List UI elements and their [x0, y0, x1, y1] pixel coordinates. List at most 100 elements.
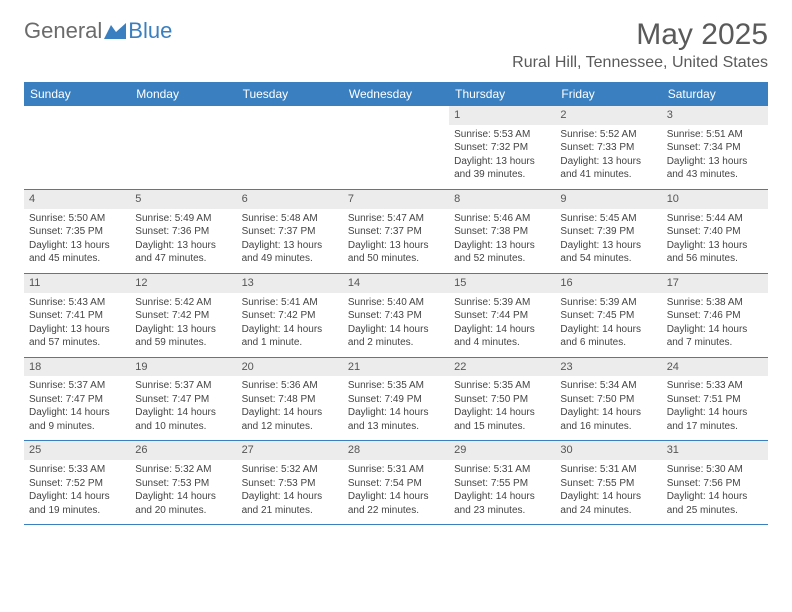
sunrise-text: Sunrise: 5:44 AM: [667, 212, 763, 226]
calendar-cell: 4Sunrise: 5:50 AMSunset: 7:35 PMDaylight…: [24, 189, 130, 273]
day-body: Sunrise: 5:45 AMSunset: 7:39 PMDaylight:…: [555, 209, 661, 273]
sunrise-text: Sunrise: 5:52 AM: [560, 128, 656, 142]
daylight-text: Daylight: 13 hours and 39 minutes.: [454, 155, 550, 182]
calendar-cell: 26Sunrise: 5:32 AMSunset: 7:53 PMDayligh…: [130, 441, 236, 525]
day-body: Sunrise: 5:35 AMSunset: 7:50 PMDaylight:…: [449, 376, 555, 440]
day-number: 19: [130, 358, 236, 377]
sunrise-text: Sunrise: 5:35 AM: [348, 379, 444, 393]
sunrise-text: Sunrise: 5:46 AM: [454, 212, 550, 226]
sunset-text: Sunset: 7:35 PM: [29, 225, 125, 239]
daylight-text: Daylight: 14 hours and 4 minutes.: [454, 323, 550, 350]
calendar-cell: 6Sunrise: 5:48 AMSunset: 7:37 PMDaylight…: [237, 189, 343, 273]
calendar-cell: 21Sunrise: 5:35 AMSunset: 7:49 PMDayligh…: [343, 357, 449, 441]
day-number: 9: [555, 190, 661, 209]
calendar-cell: 8Sunrise: 5:46 AMSunset: 7:38 PMDaylight…: [449, 189, 555, 273]
day-body: Sunrise: 5:52 AMSunset: 7:33 PMDaylight:…: [555, 125, 661, 189]
day-body: Sunrise: 5:39 AMSunset: 7:45 PMDaylight:…: [555, 293, 661, 357]
day-header-row: Sunday Monday Tuesday Wednesday Thursday…: [24, 82, 768, 106]
sunrise-text: Sunrise: 5:49 AM: [135, 212, 231, 226]
sunset-text: Sunset: 7:42 PM: [135, 309, 231, 323]
day-body: Sunrise: 5:43 AMSunset: 7:41 PMDaylight:…: [24, 293, 130, 357]
day-body: Sunrise: 5:53 AMSunset: 7:32 PMDaylight:…: [449, 125, 555, 189]
sunset-text: Sunset: 7:53 PM: [242, 477, 338, 491]
calendar-cell: 15Sunrise: 5:39 AMSunset: 7:44 PMDayligh…: [449, 273, 555, 357]
daylight-text: Daylight: 13 hours and 49 minutes.: [242, 239, 338, 266]
day-body: [24, 110, 130, 174]
sunrise-text: Sunrise: 5:37 AM: [135, 379, 231, 393]
day-number: 6: [237, 190, 343, 209]
day-body: Sunrise: 5:39 AMSunset: 7:44 PMDaylight:…: [449, 293, 555, 357]
day-number: 26: [130, 441, 236, 460]
daylight-text: Daylight: 14 hours and 13 minutes.: [348, 406, 444, 433]
daylight-text: Daylight: 14 hours and 12 minutes.: [242, 406, 338, 433]
day-body: Sunrise: 5:41 AMSunset: 7:42 PMDaylight:…: [237, 293, 343, 357]
day-number: 24: [662, 358, 768, 377]
day-number: 18: [24, 358, 130, 377]
location: Rural Hill, Tennessee, United States: [24, 54, 768, 72]
sunset-text: Sunset: 7:47 PM: [135, 393, 231, 407]
day-body: Sunrise: 5:33 AMSunset: 7:52 PMDaylight:…: [24, 460, 130, 524]
day-header: Friday: [555, 82, 661, 106]
calendar-cell: 25Sunrise: 5:33 AMSunset: 7:52 PMDayligh…: [24, 441, 130, 525]
calendar-cell: 22Sunrise: 5:35 AMSunset: 7:50 PMDayligh…: [449, 357, 555, 441]
sunrise-text: Sunrise: 5:37 AM: [29, 379, 125, 393]
day-body: Sunrise: 5:37 AMSunset: 7:47 PMDaylight:…: [130, 376, 236, 440]
day-header: Tuesday: [237, 82, 343, 106]
sunrise-text: Sunrise: 5:31 AM: [348, 463, 444, 477]
sunset-text: Sunset: 7:44 PM: [454, 309, 550, 323]
calendar-cell: 28Sunrise: 5:31 AMSunset: 7:54 PMDayligh…: [343, 441, 449, 525]
sunrise-text: Sunrise: 5:32 AM: [242, 463, 338, 477]
sunrise-text: Sunrise: 5:50 AM: [29, 212, 125, 226]
day-body: Sunrise: 5:49 AMSunset: 7:36 PMDaylight:…: [130, 209, 236, 273]
calendar-cell: [130, 106, 236, 189]
sunrise-text: Sunrise: 5:34 AM: [560, 379, 656, 393]
sunrise-text: Sunrise: 5:40 AM: [348, 296, 444, 310]
day-body: Sunrise: 5:42 AMSunset: 7:42 PMDaylight:…: [130, 293, 236, 357]
sunset-text: Sunset: 7:41 PM: [29, 309, 125, 323]
day-body: Sunrise: 5:40 AMSunset: 7:43 PMDaylight:…: [343, 293, 449, 357]
daylight-text: Daylight: 13 hours and 54 minutes.: [560, 239, 656, 266]
sunrise-text: Sunrise: 5:51 AM: [667, 128, 763, 142]
daylight-text: Daylight: 14 hours and 6 minutes.: [560, 323, 656, 350]
calendar-cell: 17Sunrise: 5:38 AMSunset: 7:46 PMDayligh…: [662, 273, 768, 357]
day-body: Sunrise: 5:46 AMSunset: 7:38 PMDaylight:…: [449, 209, 555, 273]
sunrise-text: Sunrise: 5:39 AM: [560, 296, 656, 310]
calendar-cell: 9Sunrise: 5:45 AMSunset: 7:39 PMDaylight…: [555, 189, 661, 273]
calendar-cell: 20Sunrise: 5:36 AMSunset: 7:48 PMDayligh…: [237, 357, 343, 441]
day-header: Wednesday: [343, 82, 449, 106]
day-body: [237, 110, 343, 174]
sunset-text: Sunset: 7:53 PM: [135, 477, 231, 491]
calendar-cell: 31Sunrise: 5:30 AMSunset: 7:56 PMDayligh…: [662, 441, 768, 525]
daylight-text: Daylight: 14 hours and 17 minutes.: [667, 406, 763, 433]
calendar-cell: 23Sunrise: 5:34 AMSunset: 7:50 PMDayligh…: [555, 357, 661, 441]
sunrise-text: Sunrise: 5:31 AM: [560, 463, 656, 477]
sunset-text: Sunset: 7:46 PM: [667, 309, 763, 323]
calendar-cell: 1Sunrise: 5:53 AMSunset: 7:32 PMDaylight…: [449, 106, 555, 189]
day-number: 13: [237, 274, 343, 293]
sunset-text: Sunset: 7:56 PM: [667, 477, 763, 491]
day-number: 2: [555, 106, 661, 125]
day-number: 22: [449, 358, 555, 377]
sunset-text: Sunset: 7:51 PM: [667, 393, 763, 407]
calendar-week-row: 25Sunrise: 5:33 AMSunset: 7:52 PMDayligh…: [24, 441, 768, 525]
sunset-text: Sunset: 7:49 PM: [348, 393, 444, 407]
day-number: 3: [662, 106, 768, 125]
calendar-cell: 18Sunrise: 5:37 AMSunset: 7:47 PMDayligh…: [24, 357, 130, 441]
daylight-text: Daylight: 14 hours and 24 minutes.: [560, 490, 656, 517]
sunrise-text: Sunrise: 5:42 AM: [135, 296, 231, 310]
day-body: Sunrise: 5:48 AMSunset: 7:37 PMDaylight:…: [237, 209, 343, 273]
daylight-text: Daylight: 13 hours and 47 minutes.: [135, 239, 231, 266]
day-body: Sunrise: 5:35 AMSunset: 7:49 PMDaylight:…: [343, 376, 449, 440]
day-number: 15: [449, 274, 555, 293]
sunset-text: Sunset: 7:33 PM: [560, 141, 656, 155]
sunrise-text: Sunrise: 5:32 AM: [135, 463, 231, 477]
calendar-cell: 13Sunrise: 5:41 AMSunset: 7:42 PMDayligh…: [237, 273, 343, 357]
sunset-text: Sunset: 7:50 PM: [560, 393, 656, 407]
daylight-text: Daylight: 14 hours and 2 minutes.: [348, 323, 444, 350]
logo-flag-icon: [104, 23, 126, 39]
sunset-text: Sunset: 7:55 PM: [454, 477, 550, 491]
day-number: 31: [662, 441, 768, 460]
day-body: Sunrise: 5:31 AMSunset: 7:54 PMDaylight:…: [343, 460, 449, 524]
day-header: Saturday: [662, 82, 768, 106]
calendar-week-row: 11Sunrise: 5:43 AMSunset: 7:41 PMDayligh…: [24, 273, 768, 357]
